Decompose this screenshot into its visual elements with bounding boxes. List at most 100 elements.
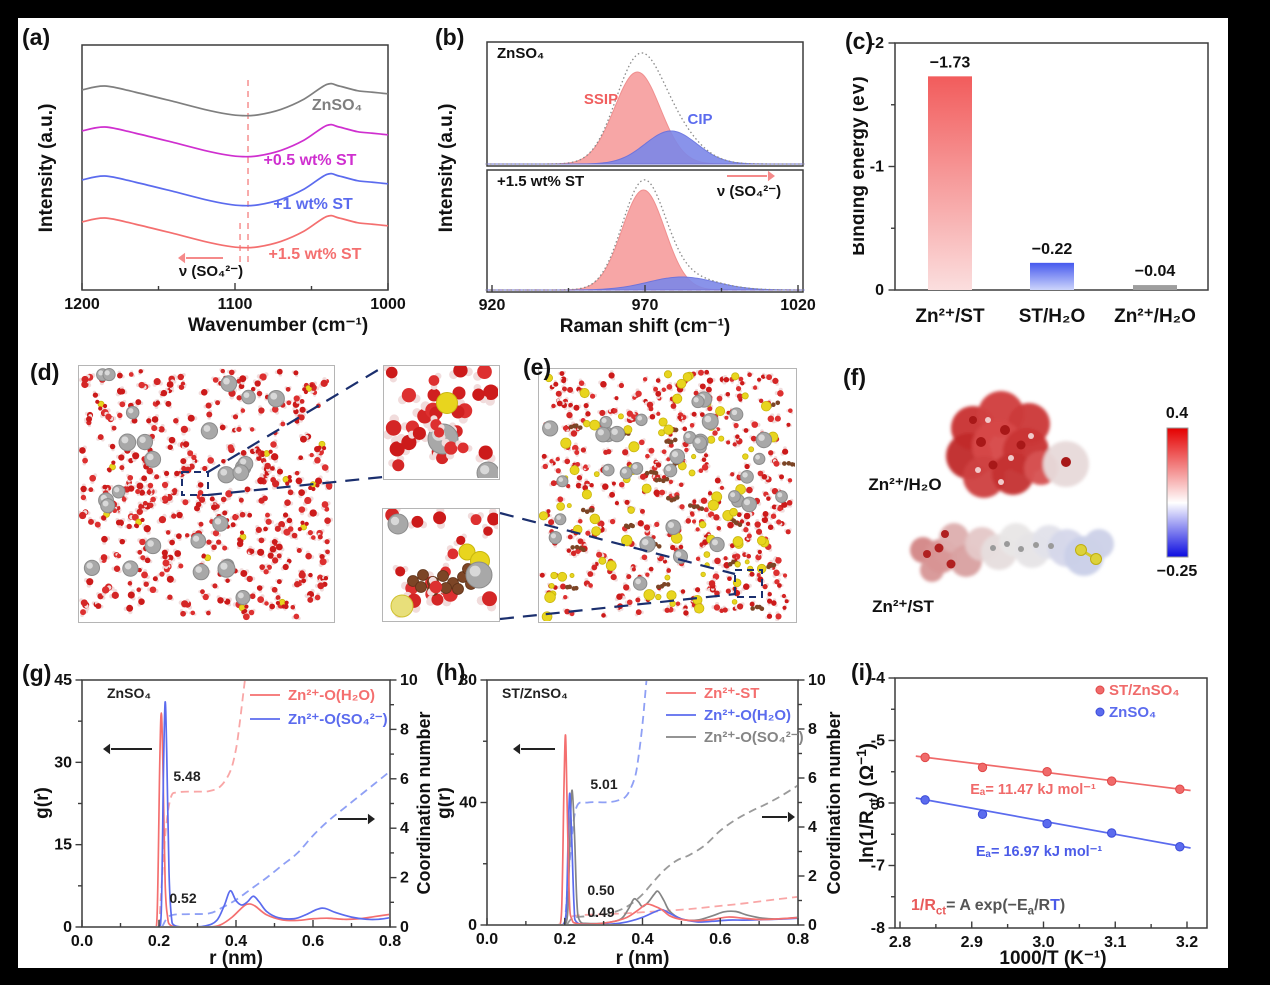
y-tick-label: 80: [459, 672, 477, 689]
panel-label-g: (g): [22, 660, 52, 686]
y-tick-label: -6: [871, 795, 885, 812]
x-tick-label: 2.9: [961, 934, 983, 951]
cn-annotation: 5.01: [590, 776, 617, 792]
bar-category-label: Zn²⁺/H₂O: [1114, 306, 1196, 327]
bar-value-label: −0.04: [1135, 263, 1176, 280]
x-tick-label: 920: [479, 297, 506, 314]
esp-maps-panel: Zn²⁺/H₂O Zn²⁺/ST 0.4 −0.25: [868, 391, 1198, 616]
bar-value-label: −0.22: [1032, 241, 1073, 258]
figure-canvas: (a) (b) (c) (d) (e) (f) (g) (h) (i) ZnSO…: [18, 18, 1228, 968]
y-tick-label: -4: [871, 670, 885, 687]
arrhenius-equation: 1/Rct= A exp(−Ea/RT): [911, 897, 1065, 917]
curve-label: ZnSO₄: [312, 97, 362, 114]
cn-annotation: 0.52: [169, 890, 196, 906]
rdf-znso4-chart: 0 15 30 45 0 2 4 6 8 10 0.0 0.2 0.4 0.6 0.8 ZnSO₄ Zn²⁺-O…: [32, 672, 434, 968]
x-tick-label: 0.0: [476, 931, 498, 948]
y2-tick-label: 10: [400, 672, 418, 689]
data-point: [1175, 784, 1185, 794]
esp-label-zn-st: Zn²⁺/ST: [872, 597, 934, 616]
y2-tick-label: 8: [808, 721, 817, 738]
y2-tick-label: 6: [400, 771, 409, 788]
x-tick-label: 0.2: [148, 933, 170, 950]
bar-category-label: Zn²⁺/ST: [915, 306, 985, 327]
y-tick-label: 45: [54, 672, 72, 689]
panel-label-h: (h): [436, 659, 466, 685]
curve-label: +0.5 wt% ST: [264, 152, 357, 169]
md-snapshot-st-znso4: [538, 368, 797, 623]
cn-annotation: 5.48: [173, 768, 200, 784]
x-tick-label: 3.2: [1176, 934, 1198, 951]
y-tick-label: -2: [870, 35, 884, 52]
data-point: [977, 809, 988, 819]
x-tick-label: 0.6: [302, 933, 324, 950]
x-tick-label: 970: [632, 297, 659, 314]
legend-entry: Zn²⁺-O(H₂O): [288, 687, 375, 704]
y2-axis-label: Coordination number: [414, 712, 434, 895]
y-tick-label: 0: [63, 919, 72, 936]
data-point: [1106, 776, 1117, 786]
x-tick-label: 0.8: [787, 931, 809, 948]
data-point: [1106, 828, 1117, 838]
y-tick-label: -8: [871, 920, 885, 937]
solvation-inset-st: [382, 508, 500, 622]
solvation-inset-st-render: [385, 509, 498, 619]
cn-annotation: 0.50: [587, 882, 614, 898]
legend-entry: Zn²⁺-O(H₂O): [704, 707, 791, 724]
y-tick-label: 40: [459, 795, 477, 812]
panel-label-a: (a): [22, 24, 51, 50]
panel-title: ZnSO₄: [107, 685, 151, 701]
legend-entry: Zn²⁺-ST: [704, 685, 759, 702]
colorbar-max-label: 0.4: [1166, 405, 1188, 422]
x-axis-label: 1000/T (K⁻¹): [999, 948, 1106, 968]
x-tick-label: 0.0: [71, 933, 93, 950]
y-axis-label: Intensity (a.u.): [438, 104, 457, 233]
raman-spectra-chart: ZnSO₄ SSIP CIP +1.5 wt% ST ν (SO₄²⁻) 920 970 10…: [438, 41, 816, 337]
mode-arrow-label: ν (SO₄²⁻): [179, 263, 243, 280]
y2-tick-label: 4: [400, 820, 409, 837]
x-tick-label: 2.8: [889, 934, 911, 951]
data-point: [920, 795, 930, 805]
panel-label-e: (e): [523, 354, 552, 380]
y-tick-label: -7: [871, 858, 885, 875]
y2-tick-label: 8: [400, 721, 409, 738]
mode-arrow-label: ν (SO₄²⁻): [717, 183, 781, 200]
x-tick-label: 0.6: [709, 931, 731, 948]
y2-tick-label: 2: [808, 868, 817, 885]
ftir-spectra-chart: ZnSO₄ +0.5 wt% ST +1 wt% ST +1.5 wt% ST ν (S…: [36, 44, 406, 336]
y2-tick-label: 0: [400, 919, 409, 936]
y-axis-label: g(r): [438, 787, 455, 819]
data-point: [920, 752, 930, 763]
x-axis-label: r (nm): [616, 948, 670, 968]
x-tick-label: 1100: [218, 296, 253, 313]
legend-entry: ZnSO₄: [1109, 704, 1156, 721]
md-snapshot-st-znso4-render: [539, 369, 795, 621]
ssip-label: SSIP: [584, 91, 618, 108]
x-tick-label: 0.8: [379, 933, 401, 950]
binding-energy-bar-chart: -2 -1 0 −1.73 Zn²⁺/ST −0.22 ST/H₂O −0.04 Zn²⁺/H₂…: [853, 35, 1209, 327]
data-point: [1175, 842, 1185, 852]
panel-label-i: (i): [851, 659, 873, 685]
panel-label-f: (f): [843, 364, 866, 390]
bar-category-label: ST/H₂O: [1019, 306, 1086, 327]
y-tick-label: 0: [875, 282, 884, 299]
legend-entry: Zn²⁺-O(SO₄²⁻): [704, 729, 804, 746]
y-tick-label: 0: [468, 917, 477, 934]
bar-value-label: −1.73: [930, 54, 971, 71]
y-tick-label: -5: [871, 733, 885, 750]
panel-title: ST/ZnSO₄: [502, 685, 568, 701]
y2-tick-label: 2: [400, 870, 409, 887]
y-axis-label: ln(1/Rct) (Ω−1): [854, 743, 882, 863]
x-tick-label: 3.0: [1032, 934, 1054, 951]
y2-axis-label: Coordination number: [824, 712, 844, 895]
y2-tick-label: 10: [808, 672, 826, 689]
rdf-st-znso4-chart: 0 40 80 0 2 4 6 8 10 0.0 0.2 0.4 0.6 0.8 ST/ZnSO₄ Zn²⁺-…: [438, 672, 844, 968]
activation-energy-label: Eₐ= 11.47 kJ mol⁻¹: [970, 782, 1096, 798]
data-point: [977, 762, 988, 773]
y-axis-label: Intensity (a.u.): [36, 104, 57, 233]
y-tick-label: 15: [54, 837, 72, 854]
x-tick-label: 1020: [780, 297, 816, 314]
colorbar-min-label: −0.25: [1157, 563, 1198, 580]
subpanel-label: ZnSO₄: [497, 45, 544, 62]
legend-entry: ST/ZnSO₄: [1109, 682, 1179, 699]
solvation-inset-znso4-render: [384, 366, 498, 478]
